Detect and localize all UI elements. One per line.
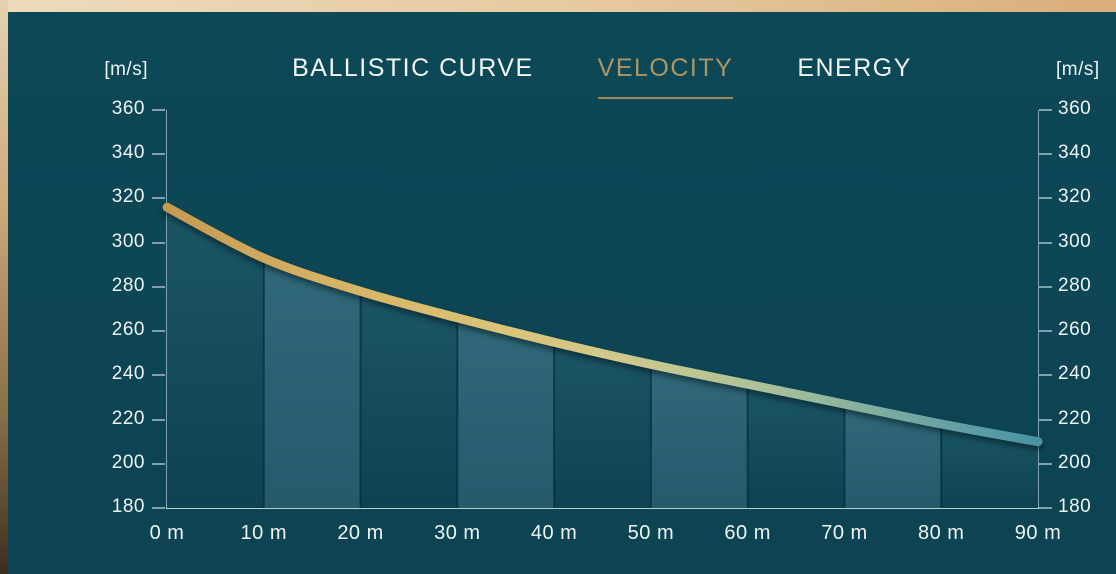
area-column	[554, 342, 651, 508]
y-tick-label-left: 240	[111, 363, 145, 385]
x-tick-label: 90 m	[1014, 522, 1062, 544]
y-tick-mark-right	[1039, 197, 1052, 200]
tab-velocity[interactable]: VELOCITY	[597, 54, 734, 99]
y-tick-mark-left	[152, 462, 165, 465]
x-tick-label: 50 m	[627, 522, 675, 544]
y-tick-label-right: 280	[1058, 274, 1092, 296]
x-tick-label: 40 m	[530, 522, 578, 544]
y-axis-line-left	[166, 110, 167, 508]
x-tick-label: 20 m	[337, 522, 384, 544]
y-tick-mark-right	[1039, 330, 1052, 333]
velocity-curve-svg	[162, 202, 1043, 508]
y-tick-mark-right	[1039, 462, 1052, 465]
y-axis-unit-left: [m/s]	[104, 59, 148, 80]
y-tick-mark-right	[1039, 109, 1052, 111]
y-axis-line-right	[1038, 110, 1039, 508]
area-column	[747, 384, 845, 508]
area-column	[167, 207, 264, 508]
area-column	[941, 423, 1038, 508]
y-tick-mark-right	[1039, 241, 1052, 244]
tab-energy[interactable]: ENERGY	[797, 54, 912, 82]
y-tick-mark-right	[1039, 285, 1052, 288]
y-tick-mark-left	[152, 109, 165, 111]
y-tick-label-left: 180	[111, 496, 145, 517]
y-tick-label-right: 360	[1058, 98, 1092, 119]
y-tick-mark-left	[152, 197, 165, 200]
y-tick-mark-left	[152, 374, 165, 377]
y-tick-label-left: 220	[111, 407, 145, 429]
x-tick-label: 60 m	[724, 522, 771, 544]
y-tick-mark-left	[152, 241, 165, 244]
tab-ballistic-curve[interactable]: BALLISTIC CURVE	[292, 54, 534, 82]
y-tick-mark-right	[1039, 153, 1052, 156]
x-tick-label: 0 m	[149, 522, 185, 544]
x-tick-label: 80 m	[917, 522, 965, 544]
y-tick-label-right: 300	[1058, 230, 1092, 252]
area-column	[263, 258, 361, 508]
velocity-curve	[162, 202, 1043, 447]
y-tick-label-right: 320	[1058, 186, 1092, 208]
y-tick-mark-left	[152, 153, 165, 156]
y-tick-label-right: 220	[1058, 407, 1092, 429]
y-tick-mark-right	[1039, 374, 1052, 377]
y-tick-label-left: 260	[111, 319, 145, 341]
y-axis-unit-right: [m/s]	[1056, 59, 1100, 80]
area-column	[457, 317, 555, 508]
y-tick-mark-left	[152, 330, 165, 333]
y-tick-label-left: 300	[111, 230, 145, 252]
y-tick-label-right: 340	[1058, 142, 1092, 164]
area-column	[650, 364, 748, 508]
y-tick-label-left: 340	[111, 142, 145, 164]
x-tick-label: 10 m	[240, 522, 287, 544]
area-column	[360, 291, 458, 508]
chart-tabs: BALLISTIC CURVE VELOCITY ENERGY	[8, 54, 1116, 99]
y-tick-label-right: 240	[1058, 363, 1092, 385]
y-tick-label-left: 320	[111, 186, 145, 208]
y-tick-mark-right	[1039, 418, 1052, 421]
y-tick-label-left: 360	[111, 98, 145, 119]
y-tick-label-left: 200	[111, 451, 145, 473]
y-tick-mark-left	[152, 507, 165, 509]
y-tick-label-right: 260	[1058, 319, 1092, 341]
velocity-chart-plot	[162, 110, 1043, 508]
y-tick-label-right: 200	[1058, 451, 1092, 473]
x-tick-label: 70 m	[821, 522, 868, 544]
y-tick-label-left: 280	[111, 274, 145, 296]
chart-panel: BALLISTIC CURVE VELOCITY ENERGY [m/s] [m…	[8, 12, 1116, 574]
area-column	[844, 404, 942, 508]
y-tick-mark-left	[152, 285, 165, 288]
x-tick-label: 30 m	[434, 522, 481, 544]
y-tick-mark-left	[152, 418, 165, 421]
frame-left-gold-strip	[0, 0, 8, 574]
y-tick-mark-right	[1039, 507, 1052, 509]
y-tick-label-right: 180	[1058, 496, 1092, 517]
